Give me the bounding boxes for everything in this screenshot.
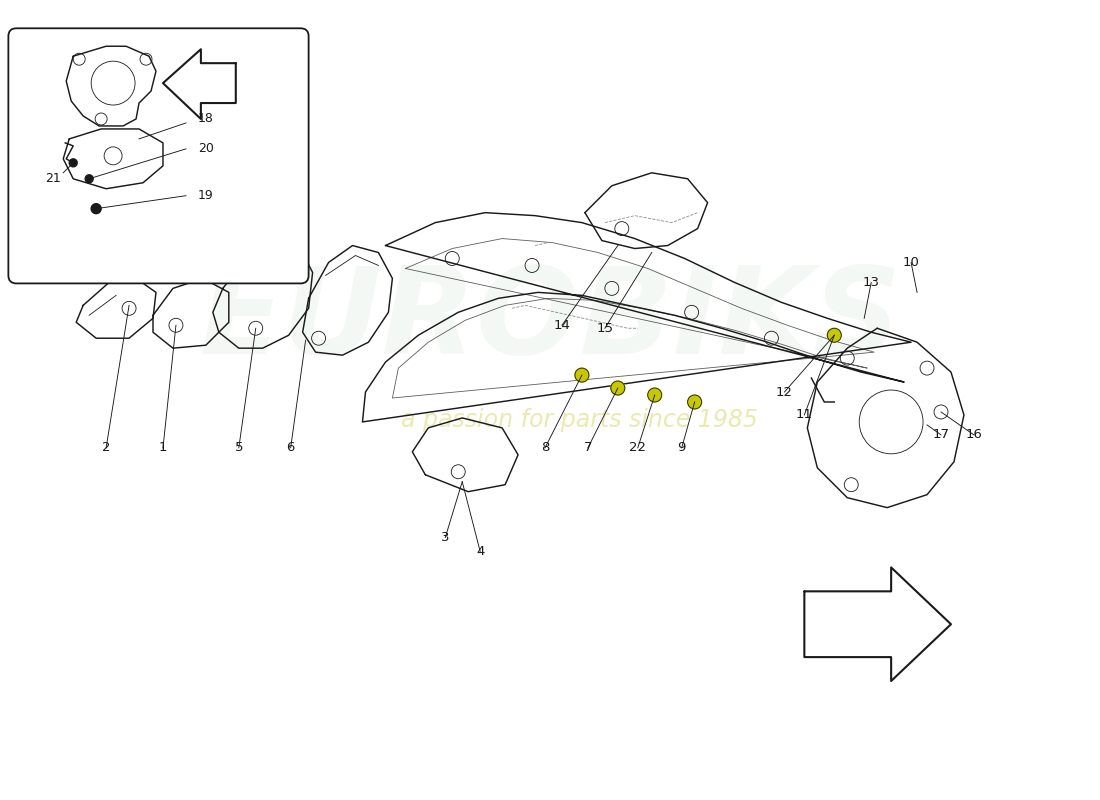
Text: 19: 19	[198, 190, 213, 202]
Text: 13: 13	[862, 276, 880, 289]
Text: 17: 17	[933, 428, 949, 442]
Circle shape	[91, 204, 101, 214]
Text: 22: 22	[629, 442, 647, 454]
Text: 21: 21	[45, 172, 62, 186]
Text: 1: 1	[158, 442, 167, 454]
Text: 6: 6	[286, 442, 295, 454]
Text: 5: 5	[234, 442, 243, 454]
Text: 20: 20	[198, 142, 213, 155]
Text: a passion for parts since 1985: a passion for parts since 1985	[402, 408, 758, 432]
Circle shape	[610, 381, 625, 395]
Text: 10: 10	[903, 256, 920, 269]
Text: 18: 18	[198, 113, 213, 126]
Text: 2: 2	[102, 442, 110, 454]
Text: 8: 8	[541, 442, 549, 454]
Circle shape	[827, 328, 842, 342]
Text: 3: 3	[441, 531, 450, 544]
Text: 11: 11	[796, 409, 813, 422]
Circle shape	[575, 368, 589, 382]
FancyBboxPatch shape	[9, 28, 309, 283]
Text: 16: 16	[966, 428, 982, 442]
Circle shape	[648, 388, 662, 402]
Text: 12: 12	[776, 386, 793, 398]
Text: 4: 4	[476, 545, 484, 558]
Text: 9: 9	[678, 442, 686, 454]
Text: 7: 7	[584, 442, 592, 454]
Circle shape	[688, 395, 702, 409]
Circle shape	[85, 174, 94, 182]
Circle shape	[69, 159, 77, 167]
Text: 14: 14	[553, 318, 571, 332]
Text: 15: 15	[596, 322, 614, 334]
Text: EUROBIKS: EUROBIKS	[199, 262, 901, 378]
